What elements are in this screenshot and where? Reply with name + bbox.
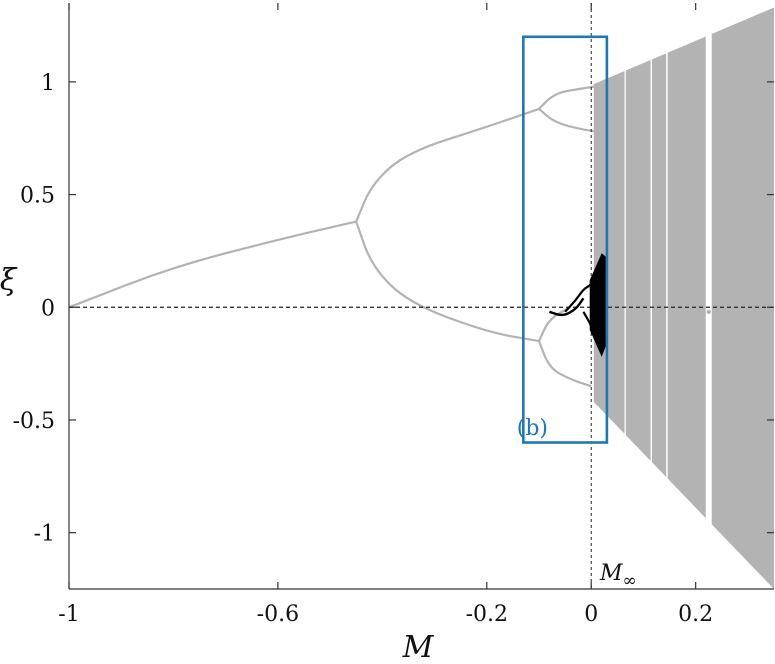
periodic-window-gap-3	[705, 9, 712, 589]
period-1-branch	[69, 220, 357, 309]
x-axis-title: M	[402, 630, 435, 664]
periodic-window-gap-1	[650, 9, 652, 589]
branch-curves-layer	[69, 85, 597, 388]
periodic-window-gap-2	[666, 9, 668, 589]
axes-layer: -1 -0.6 -0.2 0 0.2 -1 -0.5 0 0.5 1	[13, 3, 774, 627]
y-tick-label: 0	[41, 296, 55, 321]
y-tick-label: 1	[41, 71, 55, 96]
y-tick-label: 0.5	[20, 184, 55, 209]
period-4-branch-b	[538, 108, 597, 133]
m-infinity-subscript: ∞	[623, 571, 637, 591]
chaotic-band	[593, 7, 774, 589]
zoom-region-box	[522, 35, 609, 444]
window-orbit-point	[706, 309, 711, 314]
highlight-chaotic-fill	[589, 253, 607, 357]
highlight-box-layer	[522, 35, 609, 444]
highlight-curves-layer	[549, 253, 607, 357]
y-axis-title: ξ	[0, 263, 18, 298]
period-2-upper-branch	[355, 107, 540, 223]
x-tick-label: -0.2	[466, 602, 508, 627]
reference-lines-layer	[69, 3, 774, 589]
highlight-curve-main	[549, 297, 585, 317]
y-tick-label: -1	[34, 522, 55, 547]
y-tick-label: -0.5	[13, 409, 55, 434]
m-infinity-main: M	[599, 561, 623, 586]
period-2-lower-branch	[355, 221, 540, 343]
chaotic-region-layer	[593, 7, 774, 589]
highlight-box-label: (b)	[517, 416, 548, 441]
x-tick-label: -0.6	[257, 602, 299, 627]
periodic-window-gap-0	[624, 9, 626, 589]
period-4-branch-a	[538, 85, 597, 110]
m-infinity-label: M∞	[599, 561, 637, 591]
x-tick-label: 0.2	[678, 602, 713, 627]
period-4-branch-d	[537, 340, 592, 388]
x-tick-label: 0	[584, 602, 598, 627]
x-tick-label: -1	[58, 602, 79, 627]
